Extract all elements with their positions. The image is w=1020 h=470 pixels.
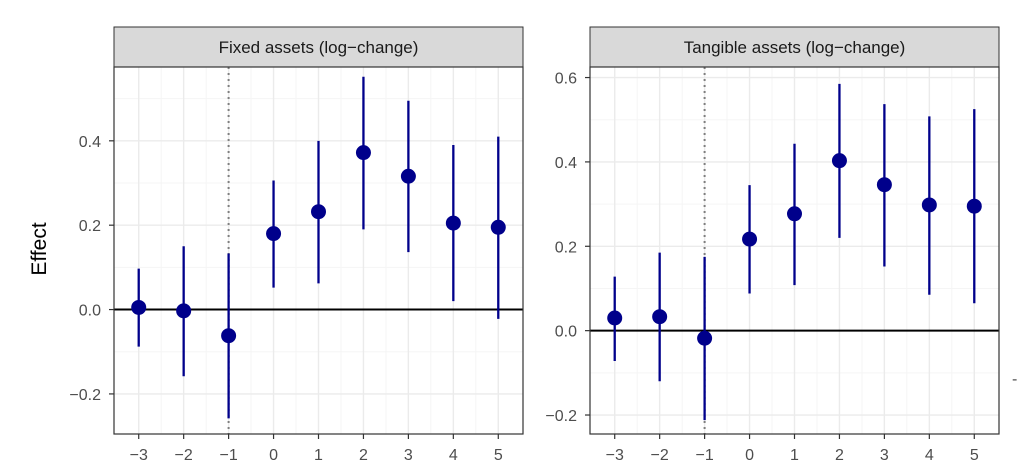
point-estimate <box>607 310 623 326</box>
panel-tangible-assets: Tangible assets (log−change) −0.2 0.0 0.2 0.… <box>545 26 1000 464</box>
facet-title: Tangible assets (log−change) <box>684 38 906 57</box>
y-tick-label: 0.4 <box>555 155 577 172</box>
point-estimate <box>400 168 416 184</box>
point-estimate <box>831 153 847 169</box>
x-tick-label: −2 <box>651 447 669 464</box>
x-tick-label: 5 <box>970 447 979 464</box>
x-tick-label: 4 <box>449 447 458 464</box>
x-tick-label: 1 <box>790 447 799 464</box>
y-tick-label: −0.2 <box>69 387 101 404</box>
point-estimate <box>490 219 506 235</box>
y-axis-title: Effect <box>28 222 51 275</box>
point-estimate <box>697 330 713 346</box>
x-tick-label: −3 <box>130 447 148 464</box>
edge-dash-mark: - <box>1012 371 1017 388</box>
point-estimate <box>266 226 282 242</box>
point-estimate <box>311 204 326 220</box>
y-tick-label: 0.2 <box>79 218 101 235</box>
x-tick-label: 0 <box>269 447 278 464</box>
x-tick-label: 3 <box>880 447 889 464</box>
point-estimate <box>445 215 461 231</box>
x-tick-label: −1 <box>695 447 713 464</box>
panel-fixed-assets: Fixed assets (log−change) −0.2 0.0 0.2 0.4 −3… <box>69 26 524 464</box>
point-estimate <box>966 198 982 214</box>
point-estimate <box>787 206 802 222</box>
y-tick-label: 0.0 <box>555 324 577 341</box>
y-tick-label: 0.6 <box>555 71 577 88</box>
x-tick-label: 3 <box>404 447 413 464</box>
y-tick-label: 0.4 <box>79 134 101 151</box>
y-tick-label: −0.2 <box>545 408 577 425</box>
facet-strip <box>589 26 1000 68</box>
point-estimate <box>221 328 237 344</box>
x-tick-label: 5 <box>494 447 503 464</box>
y-tick-label: 0.2 <box>555 239 577 256</box>
point-estimate <box>176 303 192 319</box>
x-tick-label: 0 <box>745 447 754 464</box>
point-estimate <box>876 177 892 193</box>
x-tick-label: 1 <box>314 447 323 464</box>
y-tick-label: 0.0 <box>79 303 101 320</box>
point-estimate <box>652 309 668 325</box>
facet-strip <box>113 26 524 68</box>
point-estimate <box>131 299 147 315</box>
x-tick-label: 4 <box>925 447 934 464</box>
x-tick-label: 2 <box>359 447 368 464</box>
point-estimate <box>742 231 758 247</box>
x-tick-label: −1 <box>219 447 237 464</box>
x-tick-label: −2 <box>175 447 193 464</box>
facet-title: Fixed assets (log−change) <box>219 38 419 57</box>
x-tick-label: −3 <box>606 447 624 464</box>
point-estimate <box>921 197 937 213</box>
x-tick-label: 2 <box>835 447 844 464</box>
point-estimate <box>355 145 371 161</box>
